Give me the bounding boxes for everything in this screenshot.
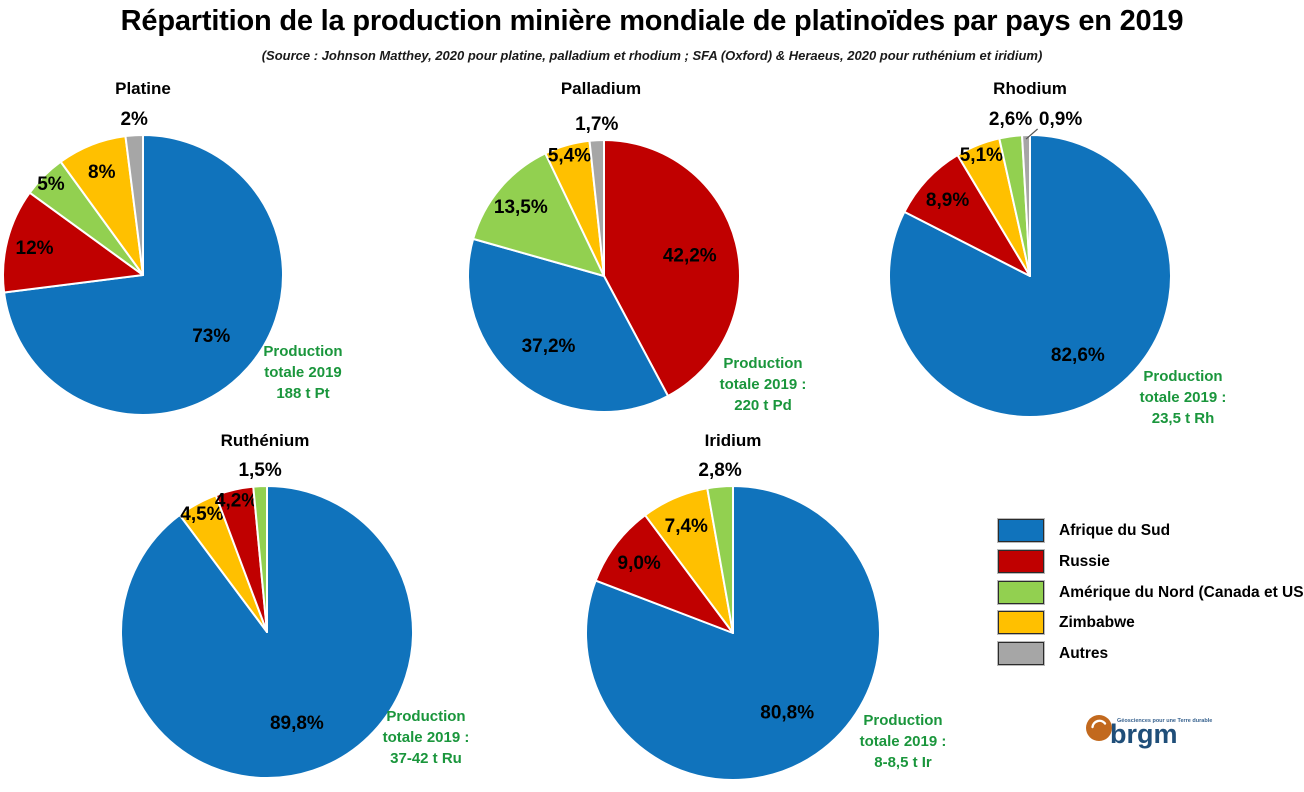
pie-slice-platine-russie [2, 191, 144, 294]
pie-label-ruthenium-zimbabwe: 4,5% [180, 504, 223, 525]
pie-label-rhodium-autres: 0,9% [1039, 109, 1082, 130]
pie-label-rhodium-afrique_du_sud: 82,6% [1051, 345, 1105, 366]
legend-swatch-autres [998, 642, 1044, 665]
legend-label-amerique-du-nord: Amérique du Nord (Canada et USA) [1059, 583, 1304, 601]
pie-label-iridium-afrique_du_sud: 80,8% [760, 703, 814, 724]
pie-slice-iridium-amerique_du_nord [706, 485, 734, 634]
legend-item-autres: Autres [998, 642, 1108, 665]
pie-label-platine-russie: 12% [16, 238, 54, 259]
legend-item-afrique-du-sud: Afrique du Sud [998, 519, 1170, 542]
pie-label-platine-zimbabwe: 8% [88, 162, 116, 183]
production-note-rhodium: Production totale 2019 : 23,5 t Rh [1139, 368, 1227, 427]
legend-item-zimbabwe: Zimbabwe [998, 611, 1135, 634]
pie-slice-palladium-afrique_du_sud [467, 237, 670, 413]
legend-label-afrique-du-sud: Afrique du Sud [1059, 521, 1171, 539]
legend-swatch-amerique-du-nord [998, 581, 1044, 604]
brgm-logo-icon [1086, 715, 1112, 741]
production-note-platine: Production totale 2019 188 t Pt [263, 343, 343, 402]
pie-slice-palladium-autres [588, 139, 605, 277]
pie-title-iridium: Iridium [704, 431, 762, 450]
pie-label-palladium-amerique_du_nord: 13,5% [494, 197, 548, 218]
legend-label-zimbabwe: Zimbabwe [1059, 613, 1135, 631]
production-note-palladium: Production totale 2019 : 220 t Pd [719, 355, 807, 414]
pie-label-palladium-autres: 1,7% [575, 114, 618, 135]
pie-label-palladium-afrique_du_sud: 37,2% [522, 336, 576, 357]
pie-label-rhodium-russie: 8,9% [926, 190, 969, 211]
pie-slice-palladium-russie [603, 139, 741, 397]
production-note-ruthenium: Production totale 2019 : 37-42 t Ru [382, 708, 470, 767]
pie-title-rhodium: Rhodium [993, 79, 1067, 98]
pie-title-platine: Platine [115, 79, 171, 98]
pie-title-palladium: Palladium [560, 79, 642, 98]
pie-label-iridium-zimbabwe: 7,4% [665, 516, 708, 537]
pie-label-platine-autres: 2% [120, 109, 148, 130]
legend-label-russie: Russie [1059, 552, 1110, 570]
production-note-iridium: Production totale 2019 : 8-8,5 t Ir [859, 712, 947, 771]
legend-item-amerique-du-nord: Amérique du Nord (Canada et USA) [998, 581, 1304, 604]
pie-label-platine-afrique_du_sud: 73% [192, 326, 230, 347]
pie-slice-ruthenium-amerique_du_nord [252, 485, 268, 633]
pie-slice-palladium-amerique_du_nord [472, 152, 605, 277]
legend-swatch-afrique-du-sud [998, 519, 1044, 542]
brgm-logo-tagline: Géosciences pour une Terre durable [1117, 718, 1213, 724]
pie-label-ruthenium-afrique_du_sud: 89,8% [270, 713, 324, 734]
pie-slice-iridium-russie [594, 514, 734, 634]
pie-label-palladium-russie: 42,2% [663, 246, 717, 267]
legend-label-autres: Autres [1059, 644, 1109, 662]
brgm-logo-text: brgm [1110, 719, 1178, 749]
pie-label-ruthenium-amerique_du_nord: 1,5% [238, 460, 281, 481]
pie-label-iridium-amerique_du_nord: 2,8% [698, 460, 741, 481]
pie-label-rhodium-amerique_du_nord: 2,6% [989, 109, 1032, 130]
pie-label-leader-rhodium-autres [1025, 128, 1038, 140]
chart-title: Répartition de la production minière mon… [120, 5, 1184, 37]
pie-label-platine-amerique_du_nord: 5% [37, 174, 65, 195]
pie-label-palladium-zimbabwe: 5,4% [548, 145, 591, 166]
pie-label-iridium-russie: 9,0% [618, 553, 661, 574]
pie-title-ruthenium: Ruthénium [220, 431, 310, 450]
pie-slice-platine-autres [124, 134, 144, 276]
legend-swatch-zimbabwe [998, 611, 1044, 634]
pie-label-rhodium-zimbabwe: 5,1% [960, 145, 1003, 166]
legend-item-russie: Russie [998, 550, 1110, 573]
legend-swatch-russie [998, 550, 1044, 573]
chart-subtitle: (Source : Johnson Matthey, 2020 pour pla… [261, 48, 1043, 63]
brgm-logo: Géosciences pour une Terre durable brgm [1085, 712, 1215, 754]
pie-label-ruthenium-russie: 4,2% [215, 491, 258, 512]
